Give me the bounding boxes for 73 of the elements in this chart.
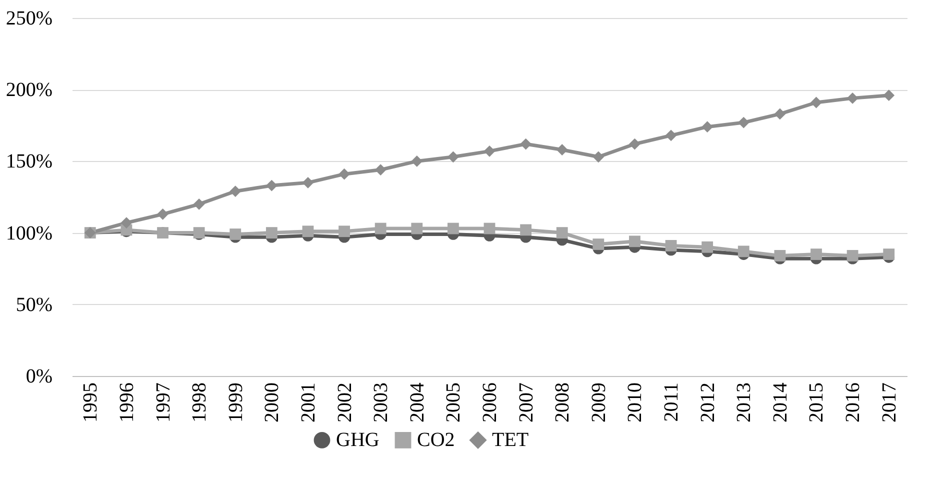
point — [266, 227, 278, 238]
point — [846, 92, 858, 104]
x-tick-label: 2016 — [842, 382, 864, 422]
x-tick-label: 2002 — [334, 382, 356, 422]
point — [230, 228, 242, 240]
point — [411, 156, 423, 167]
x-tick-label: 2008 — [552, 382, 574, 422]
x-tick-label: 2005 — [442, 382, 465, 422]
x-tick-label: 1997 — [152, 382, 174, 422]
point — [484, 222, 496, 234]
y-tick-label: 200% — [6, 79, 52, 102]
x-tick-label: 1998 — [188, 382, 211, 422]
x-tick-label: 2009 — [588, 382, 610, 422]
x-tick-label: 2011 — [660, 382, 683, 422]
point — [520, 138, 532, 150]
x-tick-label: 2007 — [515, 382, 538, 422]
point — [230, 186, 242, 197]
point — [302, 226, 314, 238]
point — [556, 227, 568, 238]
point — [702, 121, 714, 133]
point — [810, 96, 822, 108]
point — [484, 145, 496, 157]
x-tick-label: 2014 — [769, 382, 792, 422]
point — [266, 180, 278, 192]
point — [883, 90, 895, 102]
x-tick-label: 2015 — [806, 382, 828, 422]
x-tick-label: 2013 — [733, 382, 756, 422]
point — [592, 151, 604, 163]
x-tick-label: 1996 — [116, 382, 138, 422]
point — [774, 250, 786, 262]
point — [120, 217, 132, 228]
x-tick-label: 1995 — [80, 382, 102, 422]
point — [338, 226, 350, 238]
x-tick-label: 2001 — [297, 382, 320, 422]
point — [338, 168, 350, 180]
point — [883, 248, 895, 260]
legend-label: GHG — [336, 429, 380, 452]
y-tick-label: 250% — [6, 8, 52, 30]
x-tick-label: 2004 — [406, 382, 428, 422]
point — [157, 208, 168, 220]
point — [374, 164, 386, 176]
point — [302, 176, 314, 188]
x-tick-label: 2003 — [370, 382, 392, 422]
point — [665, 130, 677, 142]
y-tick-label: 100% — [6, 222, 52, 244]
point — [193, 198, 205, 210]
point — [702, 241, 714, 253]
point — [774, 108, 786, 120]
y-tick-label: 50% — [16, 294, 52, 316]
x-tick-label: 1999 — [224, 382, 247, 422]
legend-label: TET — [492, 429, 529, 452]
point — [520, 224, 532, 236]
y-tick-label: 150% — [6, 150, 52, 173]
x-tick-label: 2000 — [261, 382, 284, 422]
point — [738, 246, 750, 258]
point — [447, 222, 459, 234]
point — [629, 236, 640, 248]
x-tick-label: 2012 — [696, 382, 719, 422]
point — [665, 240, 677, 252]
point — [810, 248, 822, 260]
point — [738, 116, 750, 128]
point — [592, 238, 604, 250]
x-tick-label: 2006 — [479, 382, 501, 422]
point — [447, 151, 459, 163]
point — [374, 222, 386, 234]
point — [556, 144, 568, 156]
y-tick-label: 0% — [26, 366, 52, 388]
x-tick-label: 2017 — [878, 382, 900, 422]
legend-label: CO2 — [417, 429, 455, 452]
point — [629, 138, 640, 150]
point — [846, 250, 858, 262]
x-tick-label: 2010 — [624, 382, 646, 422]
point — [411, 222, 423, 234]
